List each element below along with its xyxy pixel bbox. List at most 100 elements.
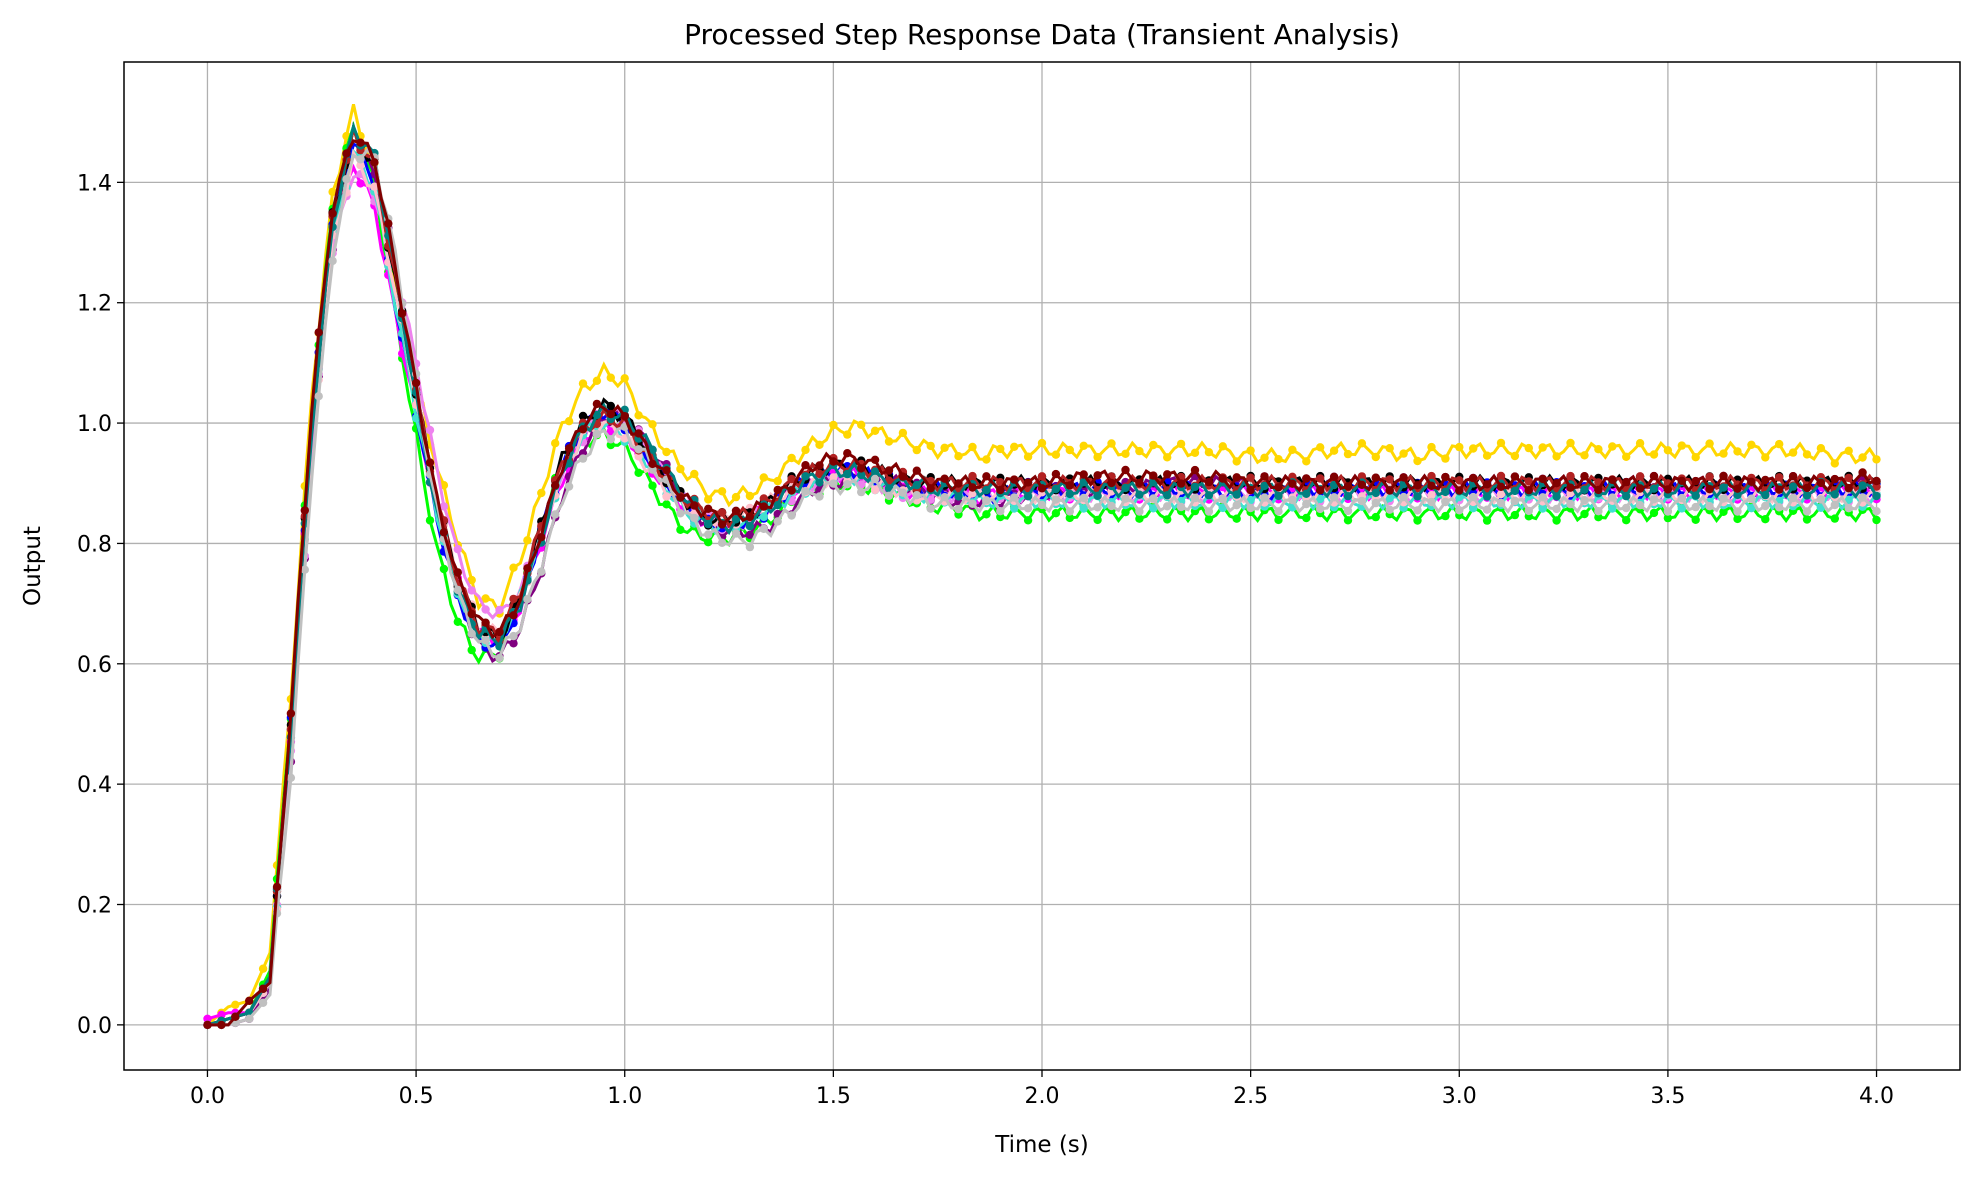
data-point <box>982 485 991 495</box>
data-point <box>1663 507 1673 516</box>
data-point <box>1427 491 1436 500</box>
data-point <box>1051 509 1061 518</box>
data-point <box>564 417 574 426</box>
data-point <box>759 494 768 503</box>
data-point <box>1761 515 1770 524</box>
data-point <box>1010 475 1019 484</box>
data-point <box>843 430 852 439</box>
data-point <box>411 378 421 388</box>
data-point <box>870 474 880 484</box>
data-point <box>1093 471 1102 480</box>
data-point <box>954 452 963 461</box>
data-point <box>1691 491 1700 500</box>
data-point <box>717 508 727 517</box>
data-point <box>286 709 296 718</box>
data-point <box>968 499 977 508</box>
data-point <box>648 445 657 454</box>
data-point <box>203 1020 212 1030</box>
data-point <box>1816 478 1826 488</box>
data-point <box>1747 504 1756 513</box>
data-point <box>1260 453 1269 462</box>
data-point <box>439 564 449 574</box>
data-point <box>1622 503 1631 513</box>
data-point <box>495 653 504 663</box>
data-point <box>1482 516 1492 525</box>
data-point <box>425 425 435 435</box>
data-point <box>1705 439 1714 448</box>
data-point <box>1107 439 1116 448</box>
data-point <box>467 575 476 585</box>
data-point <box>578 411 588 421</box>
data-point <box>356 179 365 188</box>
data-point <box>1802 450 1812 459</box>
data-point <box>690 501 699 510</box>
data-point <box>1288 495 1297 505</box>
data-point <box>1649 471 1659 481</box>
data-point <box>1761 501 1770 511</box>
data-point <box>1065 445 1075 455</box>
data-point <box>495 627 504 637</box>
data-point <box>1065 489 1075 499</box>
data-point <box>1858 481 1867 490</box>
data-point <box>620 374 629 383</box>
data-point <box>1872 455 1881 464</box>
data-point <box>1552 479 1561 488</box>
data-point <box>1747 494 1756 503</box>
x-tick-label: 3.5 <box>1650 1084 1685 1109</box>
data-point <box>272 882 282 892</box>
data-point <box>523 595 532 604</box>
data-point <box>801 486 810 496</box>
data-point <box>773 501 782 510</box>
x-tick-label: 0.0 <box>190 1084 225 1109</box>
data-point <box>912 466 921 475</box>
data-point <box>1594 507 1603 516</box>
data-point <box>1190 465 1200 475</box>
data-point <box>1635 439 1645 448</box>
data-point <box>1608 504 1617 513</box>
data-point <box>1580 495 1589 505</box>
data-point <box>1469 492 1478 502</box>
data-point <box>398 309 407 318</box>
data-point <box>1427 497 1436 507</box>
data-point <box>439 528 449 537</box>
data-point <box>1246 485 1255 495</box>
data-point <box>1691 502 1700 512</box>
data-point <box>564 444 574 453</box>
data-point <box>1455 506 1464 515</box>
data-point <box>1761 490 1770 500</box>
data-point <box>1357 480 1367 489</box>
data-point <box>523 536 532 545</box>
data-point <box>1357 472 1367 481</box>
data-point <box>717 487 727 496</box>
data-point <box>1552 492 1561 501</box>
data-point <box>1413 492 1422 501</box>
data-point <box>1705 485 1714 494</box>
data-point <box>1608 475 1617 484</box>
data-point <box>829 420 838 430</box>
data-point <box>1385 475 1394 484</box>
data-point <box>1566 483 1575 492</box>
data-point <box>1844 483 1853 493</box>
data-point <box>592 410 602 420</box>
data-point <box>1204 477 1214 487</box>
data-point <box>1510 496 1520 506</box>
data-point <box>634 445 643 454</box>
x-tick-label: 4.0 <box>1859 1084 1894 1109</box>
data-point <box>1608 442 1617 451</box>
data-point <box>592 399 602 409</box>
data-point <box>926 441 935 451</box>
data-point <box>1121 483 1130 493</box>
data-point <box>1427 471 1436 481</box>
data-point <box>231 1012 240 1021</box>
data-point <box>1622 452 1631 461</box>
data-point <box>870 426 880 435</box>
data-point <box>1010 493 1019 502</box>
data-point <box>1441 472 1450 482</box>
data-point <box>815 492 824 501</box>
data-point <box>1830 459 1840 468</box>
data-point <box>1844 473 1853 483</box>
data-point <box>940 493 949 502</box>
data-point <box>1622 516 1631 525</box>
data-point <box>1385 486 1394 495</box>
data-point <box>1010 504 1019 513</box>
